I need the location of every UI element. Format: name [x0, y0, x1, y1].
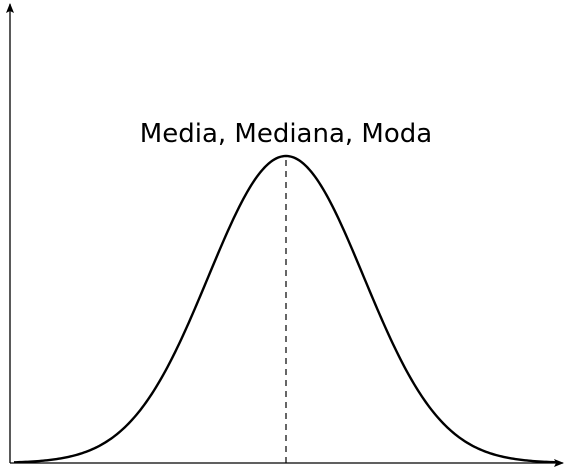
- mean-median-mode-label: Media, Mediana, Moda: [140, 119, 432, 149]
